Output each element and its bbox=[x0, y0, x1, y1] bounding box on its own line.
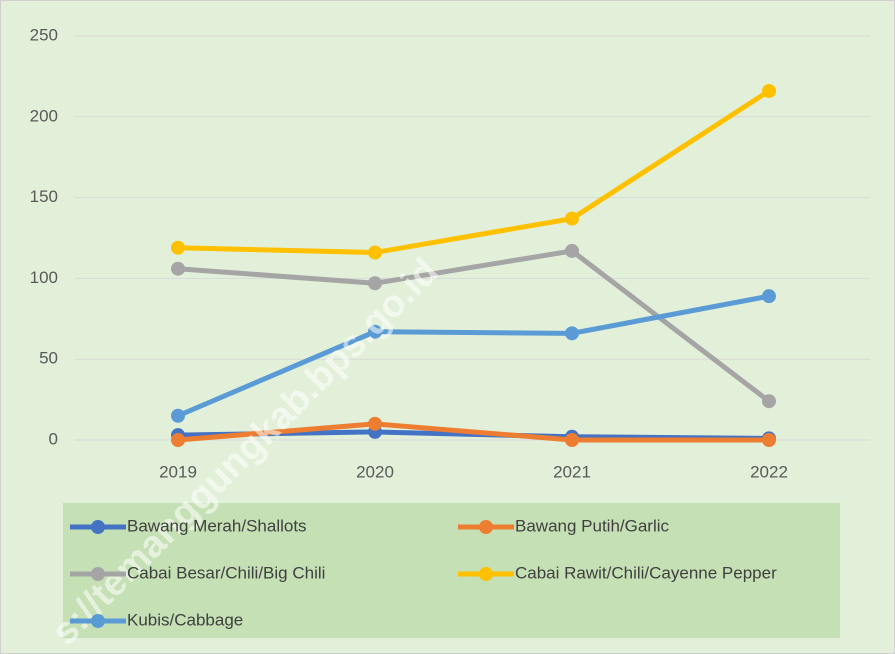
series-marker bbox=[171, 408, 185, 423]
legend-label: Cabai Besar/Chili/Big Chili bbox=[127, 563, 325, 582]
series-marker bbox=[171, 240, 185, 255]
x-tick-label: 2022 bbox=[750, 462, 788, 481]
series-marker bbox=[368, 324, 382, 339]
x-tick-label: 2020 bbox=[356, 462, 394, 481]
series-marker bbox=[762, 289, 776, 304]
series-marker bbox=[368, 416, 382, 431]
series-marker bbox=[762, 83, 776, 98]
legend-marker bbox=[479, 520, 493, 534]
y-tick-label: 200 bbox=[30, 106, 58, 125]
y-tick-label: 0 bbox=[49, 429, 58, 448]
series-line bbox=[177, 421, 769, 443]
legend-label: Kubis/Cabbage bbox=[127, 610, 243, 629]
series-marker bbox=[565, 243, 579, 258]
series-line bbox=[177, 248, 771, 404]
y-tick-label: 100 bbox=[30, 268, 58, 287]
series-marker bbox=[565, 326, 579, 341]
series-marker bbox=[762, 394, 776, 409]
series-marker bbox=[368, 245, 382, 260]
legend-marker bbox=[479, 567, 493, 581]
series-marker bbox=[368, 276, 382, 291]
series-marker bbox=[565, 211, 579, 226]
series-marker bbox=[171, 261, 185, 276]
legend-marker bbox=[91, 614, 105, 628]
legend-box bbox=[63, 503, 840, 638]
series-marker bbox=[565, 433, 579, 447]
series-line bbox=[177, 88, 771, 256]
legend-label: Bawang Putih/Garlic bbox=[515, 516, 670, 535]
x-tick-label: 2019 bbox=[159, 462, 197, 481]
legend-label: Bawang Merah/Shallots bbox=[127, 516, 307, 535]
y-tick-label: 50 bbox=[39, 349, 58, 368]
legend-label: Cabai Rawit/Chili/Cayenne Pepper bbox=[515, 563, 777, 582]
y-tick-label: 250 bbox=[30, 25, 58, 44]
y-tick-label: 150 bbox=[30, 187, 58, 206]
series-marker bbox=[762, 433, 776, 447]
x-tick-label: 2021 bbox=[553, 462, 591, 481]
legend-marker bbox=[91, 520, 105, 534]
series-marker bbox=[171, 433, 185, 447]
legend-marker bbox=[91, 567, 105, 581]
series-line bbox=[177, 293, 770, 419]
